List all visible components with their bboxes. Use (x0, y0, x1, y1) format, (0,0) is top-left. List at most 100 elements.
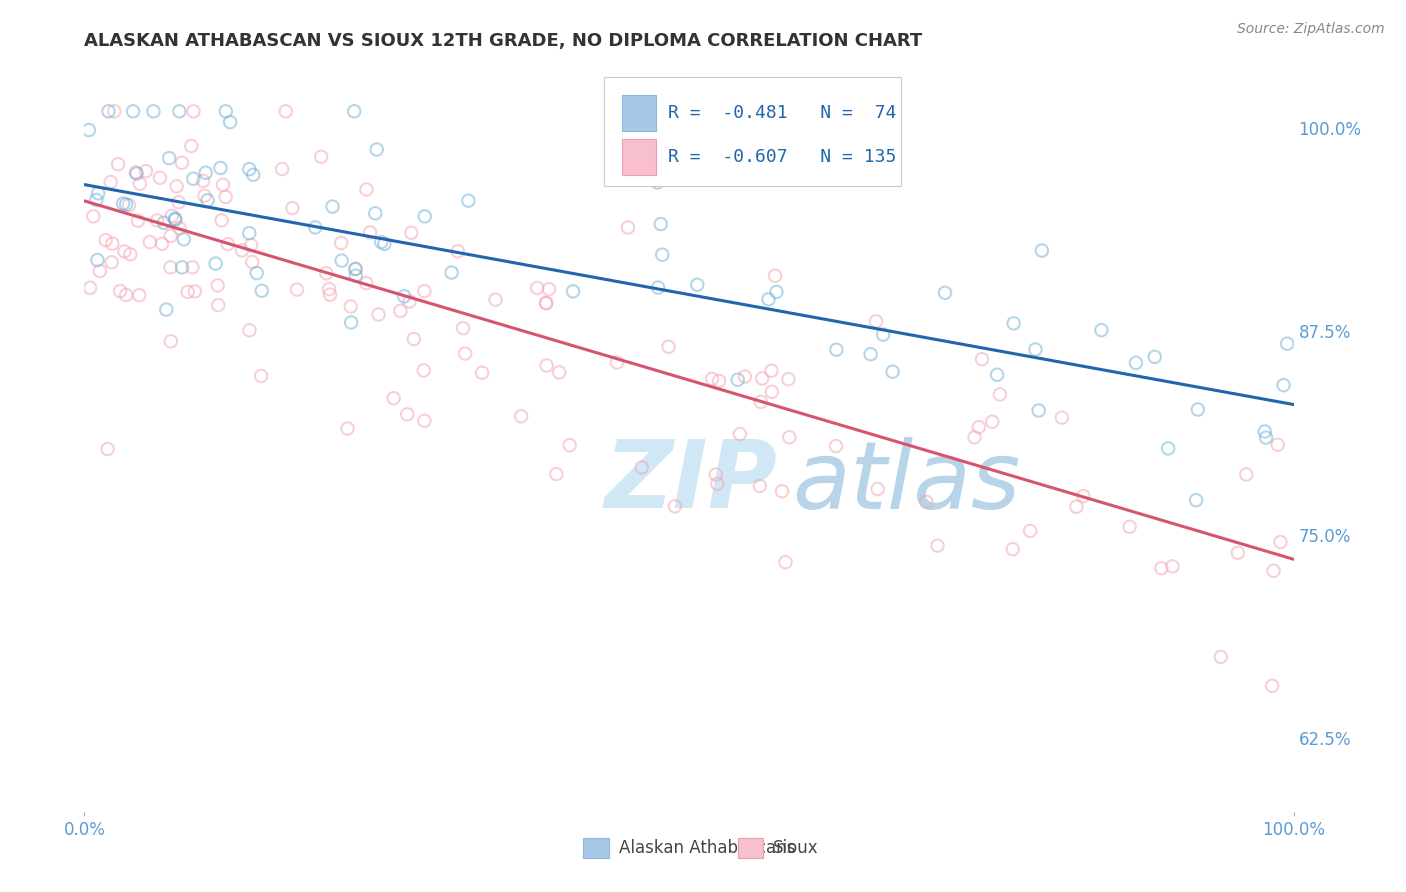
Point (344, 261, 367, 276)
Point (765, 285, 787, 299)
Point (389, 304, 412, 318)
Point (471, 366, 494, 380)
Point (127, 213, 149, 227)
Point (340, 315, 363, 329)
Point (1263, 564, 1285, 578)
Point (454, 346, 477, 360)
Point (118, 198, 141, 212)
Point (153, 216, 176, 230)
Point (647, 280, 669, 294)
Point (402, 332, 425, 346)
Point (240, 255, 263, 269)
Point (100, 255, 122, 269)
Point (761, 364, 783, 378)
Point (988, 387, 1011, 401)
Point (1267, 438, 1289, 452)
Point (1002, 317, 1025, 331)
Point (1125, 356, 1147, 370)
Point (1254, 431, 1277, 445)
Point (1019, 524, 1042, 538)
Point (412, 363, 434, 377)
Point (749, 395, 772, 409)
Point (125, 165, 148, 179)
Point (181, 260, 204, 275)
Point (170, 155, 193, 169)
Text: Source: ZipAtlas.com: Source: ZipAtlas.com (1237, 22, 1385, 37)
Point (770, 484, 793, 499)
Point (440, 266, 463, 280)
Point (866, 482, 889, 496)
Point (77, 123, 100, 137)
Point (238, 162, 260, 177)
Point (1090, 323, 1112, 337)
Point (825, 439, 848, 453)
Point (758, 293, 780, 307)
Point (160, 209, 183, 223)
Point (231, 244, 253, 258)
Point (209, 161, 232, 175)
Point (246, 266, 269, 280)
Point (413, 210, 436, 224)
Point (398, 294, 420, 309)
Point (170, 260, 193, 275)
Point (194, 166, 217, 180)
Point (319, 287, 342, 301)
Point (763, 268, 786, 283)
Point (330, 235, 353, 250)
Point (526, 281, 548, 295)
Point (778, 372, 800, 386)
Point (165, 212, 187, 227)
Point (761, 384, 783, 399)
Point (87, 186, 110, 201)
Point (484, 293, 506, 307)
Point (207, 278, 229, 293)
Point (825, 343, 848, 357)
Point (548, 365, 571, 379)
Point (934, 285, 956, 300)
Point (173, 232, 195, 246)
Point (986, 368, 1008, 382)
Point (197, 194, 219, 208)
Point (238, 323, 260, 337)
Point (882, 365, 904, 379)
Point (321, 200, 343, 214)
Point (664, 500, 686, 514)
Point (315, 266, 337, 280)
Point (184, 285, 207, 299)
Point (330, 253, 353, 268)
Point (1031, 244, 1053, 258)
Point (100, 175, 122, 189)
Point (149, 170, 172, 185)
Point (214, 190, 236, 204)
Point (707, 374, 730, 388)
Point (285, 283, 308, 297)
Point (364, 206, 387, 220)
FancyBboxPatch shape (605, 78, 901, 186)
Point (94, 233, 117, 247)
Point (112, 196, 135, 211)
Point (343, 104, 366, 119)
Point (159, 228, 181, 243)
Point (706, 476, 728, 491)
Point (281, 201, 304, 215)
Point (647, 176, 669, 190)
Point (537, 282, 560, 296)
Point (250, 284, 273, 298)
Point (373, 236, 395, 251)
Point (1066, 500, 1088, 514)
Point (176, 285, 198, 299)
Point (183, 104, 205, 119)
Point (344, 268, 367, 283)
Point (396, 408, 419, 422)
Point (169, 221, 191, 235)
Point (534, 296, 557, 310)
Point (630, 460, 652, 475)
Point (344, 262, 367, 277)
Point (1028, 403, 1050, 417)
Point (1143, 350, 1166, 364)
Point (309, 150, 332, 164)
Point (166, 179, 188, 194)
Text: Alaskan Athabascans: Alaskan Athabascans (619, 839, 794, 857)
FancyBboxPatch shape (623, 139, 657, 175)
Point (704, 467, 727, 482)
